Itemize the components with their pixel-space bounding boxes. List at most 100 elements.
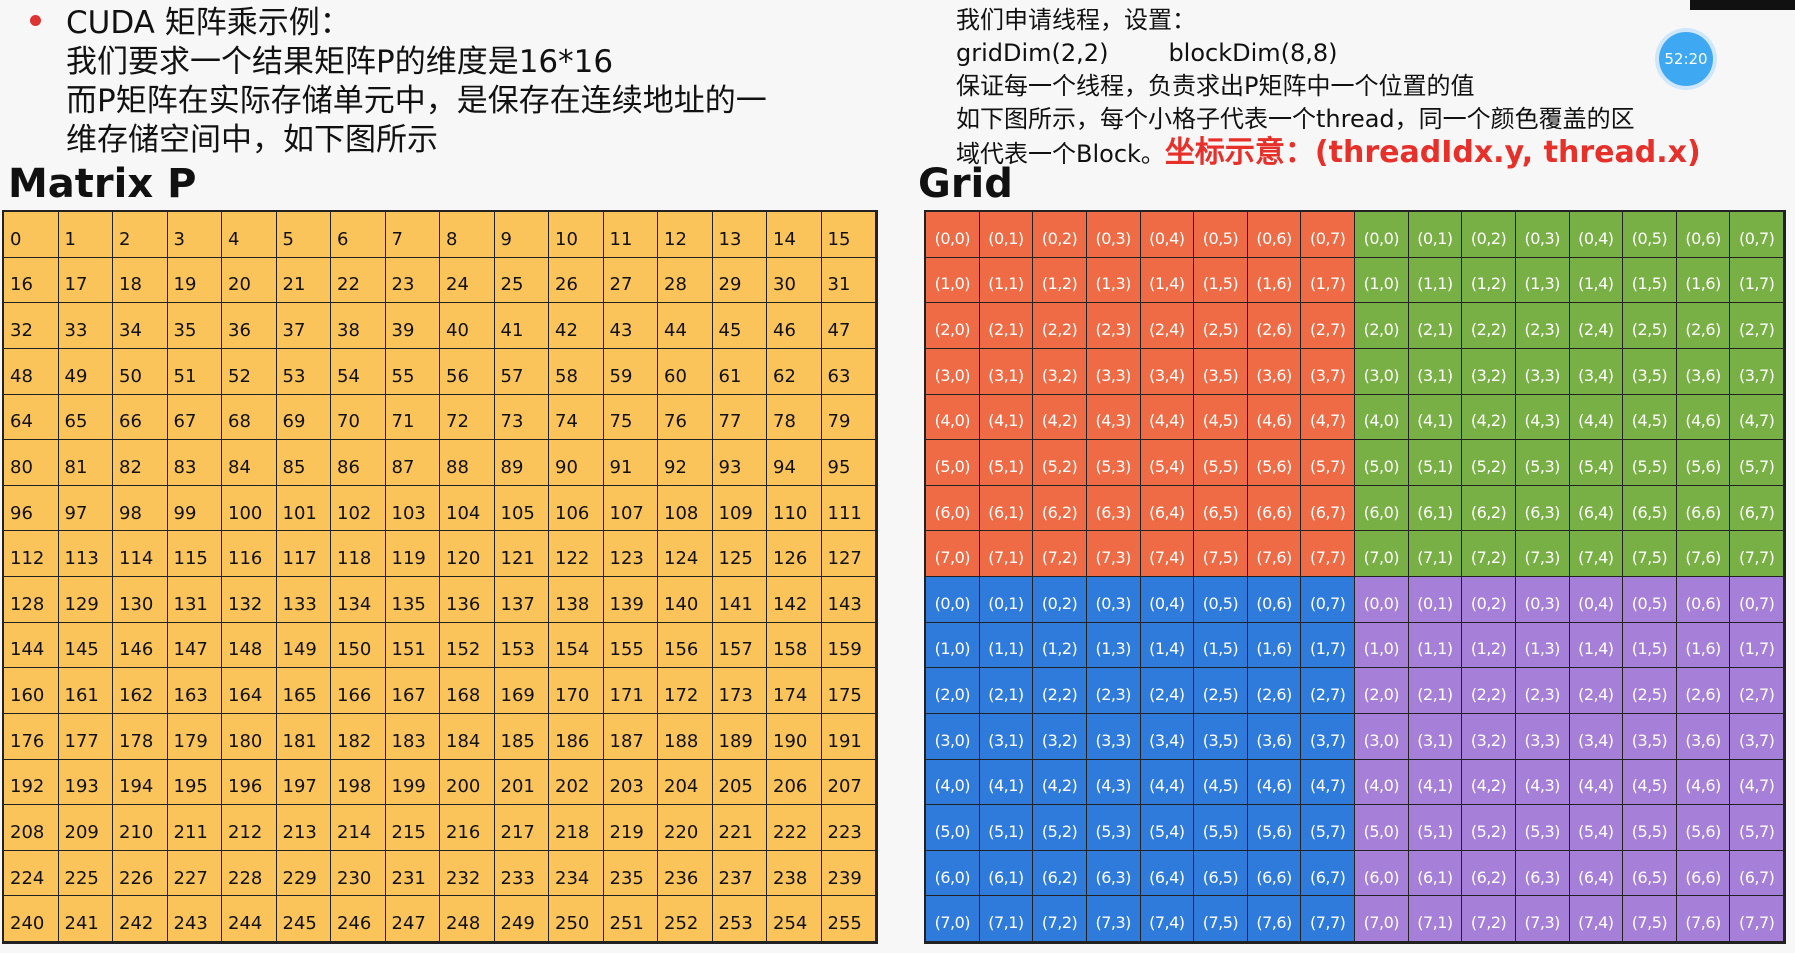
thread-cell: (3,6) — [1676, 348, 1731, 395]
matrix-cell: 164 — [222, 668, 277, 714]
intro-line-2: 我们要求一个结果矩阵P的维度是16*16 — [66, 44, 614, 80]
thread-cell: (7,5) — [1194, 896, 1248, 942]
thread-cell: (7,3) — [1086, 531, 1141, 577]
thread-cell: (5,0) — [926, 440, 980, 486]
matrix-cell: 156 — [658, 622, 713, 669]
thread-cell: (3,2) — [1462, 348, 1516, 395]
thread-cell: (3,0) — [1355, 713, 1409, 760]
matrix-cell: 159 — [821, 622, 876, 669]
thread-cell: (0,3) — [1086, 212, 1141, 258]
matrix-cell: 186 — [549, 713, 604, 760]
thread-cell: (1,1) — [979, 257, 1034, 304]
matrix-cell: 25 — [494, 257, 549, 304]
matrix-cell: 188 — [658, 713, 713, 760]
thread-cell: (5,1) — [1408, 440, 1463, 486]
matrix-cell: 243 — [167, 896, 222, 942]
thread-cell: (4,1) — [979, 394, 1034, 441]
thread-cell: (2,4) — [1569, 303, 1624, 349]
matrix-cell: 198 — [331, 759, 386, 806]
thread-cell: (2,0) — [926, 303, 980, 349]
matrix-cell: 79 — [821, 394, 876, 441]
matrix-cell: 184 — [440, 713, 495, 760]
thread-cell: (5,1) — [979, 805, 1034, 851]
matrix-cell: 179 — [167, 713, 222, 760]
matrix-cell: 70 — [331, 394, 386, 441]
matrix-cell: 167 — [385, 668, 440, 714]
thread-cell: (7,7) — [1730, 896, 1784, 942]
matrix-cell: 5 — [276, 212, 331, 258]
thread-cell: (5,6) — [1247, 805, 1302, 851]
thread-cell: (2,5) — [1623, 303, 1677, 349]
matrix-p-grid: 0 1 2 3 4 5 6 7 8 9 10 11 12 13 14 15 16 17 18 19 20 21 22 23 24… — [2, 210, 878, 944]
thread-cell: (5,4) — [1569, 440, 1624, 486]
matrix-cell: 189 — [712, 713, 767, 760]
matrix-cell: 89 — [494, 440, 549, 486]
matrix-cell: 98 — [113, 485, 168, 532]
matrix-cell: 118 — [331, 531, 386, 577]
thread-cell: (4,6) — [1676, 394, 1731, 441]
thread-cell: (7,4) — [1140, 531, 1195, 577]
matrix-cell: 196 — [222, 759, 277, 806]
matrix-cell: 29 — [712, 257, 767, 304]
matrix-cell: 230 — [331, 850, 386, 897]
thread-cell: (1,2) — [1033, 257, 1087, 304]
matrix-cell: 245 — [276, 896, 331, 942]
thread-cell: (2,4) — [1569, 668, 1624, 714]
thread-cell: (1,4) — [1140, 622, 1195, 669]
matrix-cell: 3 — [167, 212, 222, 258]
matrix-cell: 61 — [712, 348, 767, 395]
thread-cell: (6,1) — [979, 850, 1034, 897]
thread-cell: (4,4) — [1140, 759, 1195, 806]
matrix-cell: 33 — [58, 303, 113, 349]
thread-cell: (7,1) — [1408, 531, 1463, 577]
thread-cell: (6,1) — [979, 485, 1034, 532]
matrix-cell: 225 — [58, 850, 113, 897]
thread-cell: (2,6) — [1247, 303, 1302, 349]
matrix-cell: 123 — [603, 531, 658, 577]
matrix-cell: 165 — [276, 668, 331, 714]
matrix-cell: 49 — [58, 348, 113, 395]
thread-cell: (3,5) — [1623, 348, 1677, 395]
thread-cell: (5,1) — [979, 440, 1034, 486]
intro-text: CUDA 矩阵乘示例： 我们要求一个结果矩阵P的维度是16*16 而P矩阵在实际… — [30, 4, 910, 160]
matrix-cell: 71 — [385, 394, 440, 441]
matrix-cell: 154 — [549, 622, 604, 669]
thread-cell: (7,3) — [1086, 896, 1141, 942]
matrix-cell: 39 — [385, 303, 440, 349]
matrix-cell: 180 — [222, 713, 277, 760]
thread-cell: (5,0) — [1355, 805, 1409, 851]
matrix-cell: 35 — [167, 303, 222, 349]
thread-cell: (2,6) — [1247, 668, 1302, 714]
matrix-cell: 144 — [4, 622, 59, 669]
thread-cell: (0,3) — [1515, 212, 1570, 258]
matrix-cell: 130 — [113, 577, 168, 623]
thread-cell: (3,6) — [1247, 713, 1302, 760]
thread-cell: (4,3) — [1515, 759, 1570, 806]
thread-cell: (4,3) — [1086, 759, 1141, 806]
thread-cell: (6,0) — [1355, 850, 1409, 897]
matrix-cell: 93 — [712, 440, 767, 486]
thread-cell: (4,2) — [1462, 394, 1516, 441]
matrix-cell: 241 — [58, 896, 113, 942]
matrix-cell: 18 — [113, 257, 168, 304]
matrix-cell: 122 — [549, 531, 604, 577]
thread-cell: (7,6) — [1247, 896, 1302, 942]
thread-cell: (2,3) — [1515, 303, 1570, 349]
matrix-cell: 99 — [167, 485, 222, 532]
matrix-cell: 253 — [712, 896, 767, 942]
matrix-cell: 217 — [494, 805, 549, 851]
matrix-cell: 17 — [58, 257, 113, 304]
thread-cell: (7,5) — [1623, 896, 1677, 942]
matrix-cell: 231 — [385, 850, 440, 897]
timer-badge: 52:20 — [1659, 32, 1713, 86]
thread-cell: (4,7) — [1730, 759, 1784, 806]
thread-cell: (2,7) — [1301, 668, 1355, 714]
matrix-cell: 106 — [549, 485, 604, 532]
thread-cell: (3,7) — [1730, 713, 1784, 760]
thread-cell: (4,7) — [1301, 394, 1355, 441]
thread-cell: (3,7) — [1301, 713, 1355, 760]
matrix-cell: 170 — [549, 668, 604, 714]
matrix-cell: 96 — [4, 485, 59, 532]
thread-cell: (4,4) — [1569, 759, 1624, 806]
thread-cell: (0,4) — [1569, 577, 1624, 623]
